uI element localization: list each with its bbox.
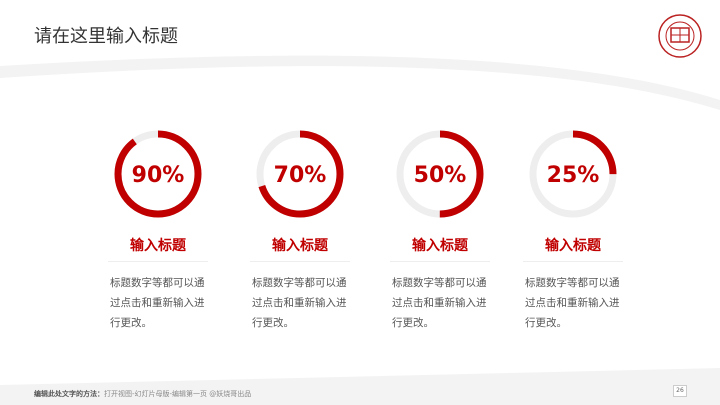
progress-ring xyxy=(396,130,484,218)
item-description: 标题数字等都可以通过点击和重新输入进行更改。 xyxy=(392,277,487,329)
percent-value: 70% xyxy=(273,163,327,188)
item-description: 标题数字等都可以通过点击和重新输入进行更改。 xyxy=(110,277,205,329)
item-description: 标题数字等都可以通过点击和重新输入进行更改。 xyxy=(525,277,620,329)
footer-text: 打开视图-幻灯片母版-编辑第一页 @妖烧哥出品 xyxy=(104,390,252,398)
divider xyxy=(108,261,208,262)
item-title: 输入标题 xyxy=(412,238,468,254)
ring-fill xyxy=(114,130,202,218)
progress-ring xyxy=(529,130,617,218)
item-title: 输入标题 xyxy=(545,238,601,254)
percent-value: 90% xyxy=(131,163,185,188)
university-seal-logo xyxy=(658,14,702,58)
percent-value: 50% xyxy=(413,163,467,188)
divider xyxy=(390,261,490,262)
divider xyxy=(250,261,350,262)
divider xyxy=(523,261,623,262)
ring-fill xyxy=(529,130,617,218)
progress-ring xyxy=(114,130,202,218)
page-title: 请在这里输入标题 xyxy=(34,26,178,47)
ring-fill xyxy=(396,130,484,218)
footer-note: 编辑此处文字的方法：打开视图-幻灯片母版-编辑第一页 @妖烧哥出品 xyxy=(34,389,251,399)
footer-label: 编辑此处文字的方法： xyxy=(34,390,104,398)
item-title: 输入标题 xyxy=(130,238,186,254)
percent-value: 25% xyxy=(546,163,600,188)
ring-fill xyxy=(256,130,344,218)
page-number: 26 xyxy=(673,385,687,397)
item-description: 标题数字等都可以通过点击和重新输入进行更改。 xyxy=(252,277,347,329)
item-title: 输入标题 xyxy=(272,238,328,254)
progress-ring xyxy=(256,130,344,218)
